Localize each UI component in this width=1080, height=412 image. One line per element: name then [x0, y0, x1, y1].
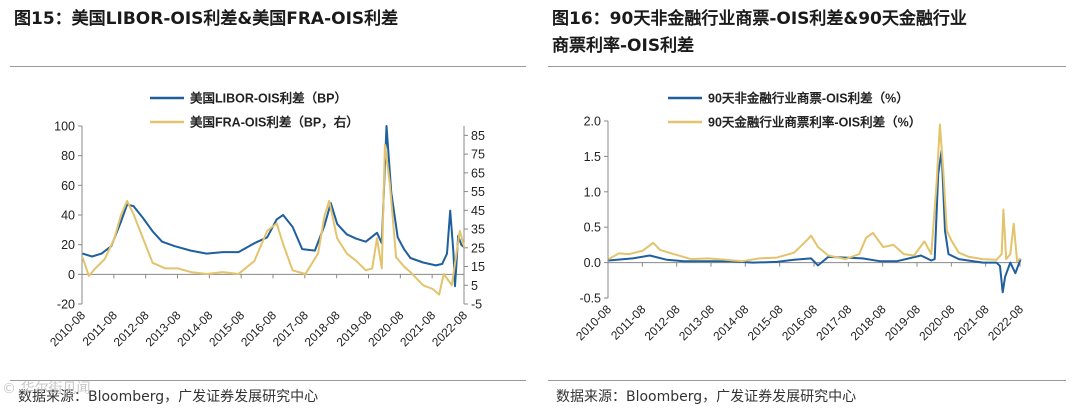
series-line-1: [608, 149, 1022, 294]
left-chart: -20 0 20 40 60 80 100 -5 5 15 25 35 45 55 65 75 85 2010-0…: [47, 91, 485, 350]
x-tick-label: 2022-08: [985, 302, 1026, 343]
y-tick-label: -20: [57, 298, 75, 312]
y-tick-label: 0: [68, 268, 75, 282]
x-tick-label: 2014-08: [710, 302, 751, 343]
y-tick-label: 100: [54, 120, 75, 134]
y-right-tick-label: 85: [471, 129, 485, 143]
y-tick-label: 2.0: [584, 115, 601, 129]
right-source: 数据来源：Bloomberg，广发证券发展研究中心: [556, 389, 857, 405]
y-tick-label: 1.0: [584, 185, 601, 199]
y-right-tick-label: 55: [471, 185, 485, 199]
y-tick-label: -0.5: [579, 292, 601, 306]
left-figure-title: 图15：美国LIBOR-OIS利差&美国FRA-OIS利差: [14, 9, 399, 29]
x-tick-label: 2010-08: [573, 302, 614, 343]
right-title-rule: [548, 66, 1066, 67]
x-tick-label: 2022-08: [429, 308, 470, 349]
x-tick-label: 2018-08: [848, 302, 889, 343]
x-tick-label: 2019-08: [882, 302, 923, 343]
y-tick-label: 20: [61, 238, 75, 252]
y-right-tick-label: -5: [471, 298, 482, 312]
y-right-tick-label: 65: [471, 166, 485, 180]
right-chart: -0.5 0.0 0.5 1.0 1.5 2.0 2010-082011-082012-08…: [573, 91, 1026, 344]
series-line-1: [82, 125, 466, 288]
right-figure-title-line1: 图16：90天非金融行业商票-OIS利差&90天金融行业: [552, 9, 967, 29]
legend-label-2: 美国FRA-OIS利差（BP，右）: [190, 115, 359, 130]
y-right-tick-label: 75: [471, 148, 485, 162]
x-tick-label: 2011-08: [608, 302, 649, 343]
y-tick-label: 40: [61, 209, 75, 223]
x-tick-label: 2012-08: [642, 302, 683, 343]
y-tick-label: 0.5: [584, 221, 601, 235]
y-tick-label: 80: [61, 149, 75, 163]
legend-label-1: 美国LIBOR-OIS利差（BP）: [190, 91, 347, 106]
right-figure-title-line2: 商票利率-OIS利差: [552, 36, 695, 56]
series-line-2: [81, 143, 466, 296]
watermark: © 华尔街见闻: [2, 381, 91, 397]
x-tick-label: 2013-08: [676, 302, 717, 343]
y-tick-label: 1.5: [584, 150, 601, 164]
y-right-tick-label: 15: [471, 260, 485, 274]
series-line-2: [608, 123, 1022, 263]
left-title-rule: [10, 66, 526, 67]
x-tick-label: 2015-08: [745, 302, 786, 343]
y-right-tick-label: 45: [471, 204, 485, 218]
x-tick-label: 2016-08: [779, 302, 820, 343]
legend-label-2: 90天金融行业商票利率-OIS利差（%）: [708, 115, 921, 130]
x-tick-label: 2020-08: [916, 302, 957, 343]
y-tick-label: 60: [61, 179, 75, 193]
y-right-tick-label: 25: [471, 241, 485, 255]
x-tick-label: 2021-08: [951, 302, 992, 343]
left-source-rule: [10, 380, 526, 381]
x-tick-label: 2010-08: [47, 308, 88, 349]
right-source-rule: [548, 380, 1066, 381]
y-right-tick-label: 5: [471, 279, 478, 293]
y-right-tick-label: 35: [471, 223, 485, 237]
legend-label-1: 90天非金融行业商票-OIS利差（%）: [708, 91, 909, 106]
left-source: 数据来源：Bloomberg，广发证券发展研究中心: [18, 389, 319, 405]
y-tick-label: 0.0: [584, 256, 601, 270]
x-tick-label: 2017-08: [813, 302, 854, 343]
